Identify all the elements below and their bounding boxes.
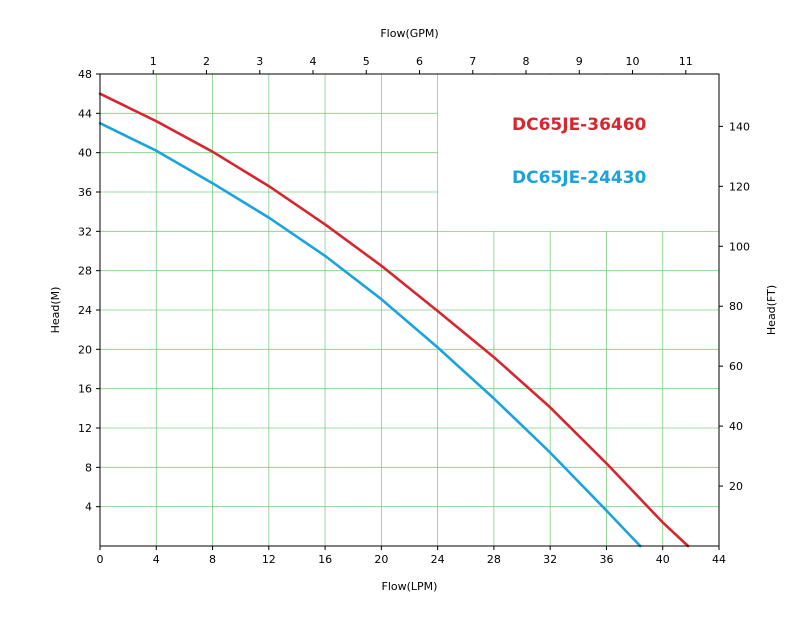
y2-tick-label: 100: [729, 240, 750, 253]
x-tick-label: 32: [543, 553, 557, 566]
x-tick-label: 0: [97, 553, 104, 566]
legend: DC65JE-36460 DC65JE-24430: [512, 115, 647, 188]
series-line-2: [98, 121, 642, 548]
y2-tick-label: 20: [729, 480, 743, 493]
y-tick-label: 12: [78, 422, 92, 435]
x2-tick-label: 11: [679, 55, 693, 68]
y2-axis-title: Head(FT): [765, 285, 778, 335]
y-tick-label: 28: [78, 265, 92, 278]
x-tick-label: 12: [262, 553, 276, 566]
x-tick-label: 16: [318, 553, 332, 566]
x-axis-title: Flow(LPM): [382, 580, 438, 593]
x-tick-label: 4: [153, 553, 160, 566]
x2-tick-label: 7: [469, 55, 476, 68]
x2-tick-label: 1: [150, 55, 157, 68]
x2-axis-title: Flow(GPM): [380, 27, 438, 40]
x2-tick-label: 3: [256, 55, 263, 68]
y-tick-label: 40: [78, 147, 92, 160]
x-tick-label: 8: [209, 553, 216, 566]
x2-tick-label: 6: [416, 55, 423, 68]
y-tick-label: 4: [85, 501, 92, 514]
y-tick-label: 16: [78, 383, 92, 396]
y2-tick-label: 60: [729, 360, 743, 373]
x-tick-label: 36: [599, 553, 613, 566]
y2-tick-label: 40: [729, 420, 743, 433]
x-tick-label: 28: [487, 553, 501, 566]
y-tick-label: 44: [78, 107, 92, 120]
y2-tick-label: 120: [729, 180, 750, 193]
y2-tick-label: 80: [729, 300, 743, 313]
legend-label-2: DC65JE-24430: [512, 168, 647, 188]
legend-label-1: DC65JE-36460: [512, 115, 647, 135]
x2-tick-label: 8: [523, 55, 530, 68]
y-tick-label: 36: [78, 186, 92, 199]
x-tick-label: 40: [656, 553, 670, 566]
y-tick-label: 32: [78, 225, 92, 238]
x-tick-label: 20: [374, 553, 388, 566]
series-line-1: [98, 92, 690, 548]
legend-box: [438, 75, 719, 231]
x2-tick-label: 5: [363, 55, 370, 68]
series-group: [98, 92, 690, 548]
ticks: 0 4 8 12 16 20 24 28 32 36 40 444812162024283236404…: [78, 55, 750, 566]
y-axis-title: Head(M): [49, 287, 62, 334]
x2-tick-label: 10: [626, 55, 640, 68]
x2-tick-label: 4: [310, 55, 317, 68]
x2-tick-label: 2: [203, 55, 210, 68]
x-tick-label: 44: [712, 553, 726, 566]
y-tick-label: 48: [78, 68, 92, 81]
y-tick-label: 24: [78, 304, 92, 317]
x2-tick-label: 9: [576, 55, 583, 68]
y2-tick-label: 140: [729, 120, 750, 133]
x-tick-label: 24: [431, 553, 445, 566]
y-tick-label: 20: [78, 343, 92, 356]
y-tick-label: 8: [85, 461, 92, 474]
